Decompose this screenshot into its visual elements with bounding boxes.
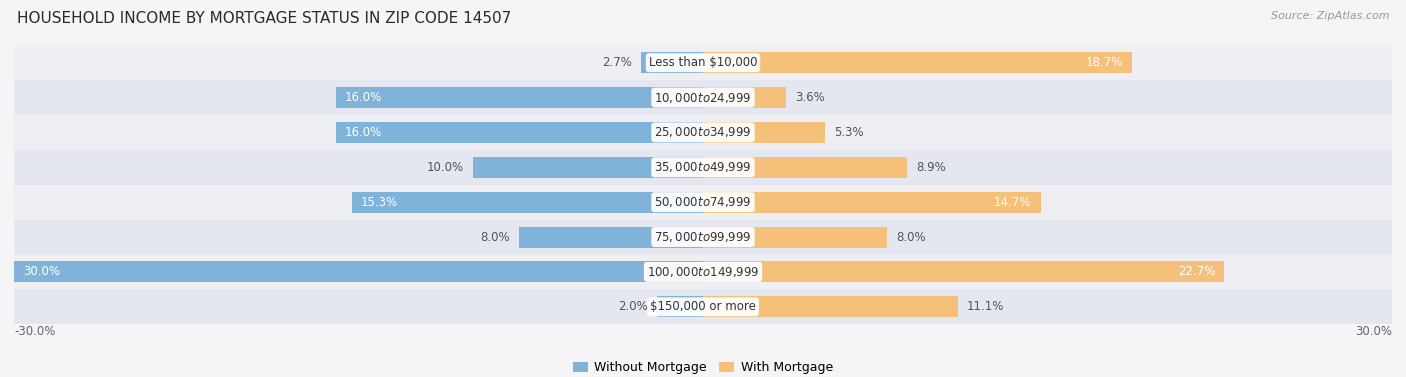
Text: HOUSEHOLD INCOME BY MORTGAGE STATUS IN ZIP CODE 14507: HOUSEHOLD INCOME BY MORTGAGE STATUS IN Z…: [17, 11, 512, 26]
Text: 10.0%: 10.0%: [427, 161, 464, 174]
Bar: [703, 52, 1132, 73]
Bar: [519, 227, 703, 248]
Bar: [14, 262, 703, 282]
Text: $75,000 to $99,999: $75,000 to $99,999: [654, 230, 752, 244]
Bar: [703, 122, 825, 143]
Text: $35,000 to $49,999: $35,000 to $49,999: [654, 160, 752, 174]
Text: 14.7%: 14.7%: [994, 196, 1032, 208]
Bar: [703, 157, 907, 178]
Text: 18.7%: 18.7%: [1085, 56, 1123, 69]
Text: $50,000 to $74,999: $50,000 to $74,999: [654, 195, 752, 209]
Text: 5.3%: 5.3%: [834, 126, 863, 139]
Bar: [14, 80, 1392, 115]
Text: Source: ZipAtlas.com: Source: ZipAtlas.com: [1271, 11, 1389, 21]
Text: 8.9%: 8.9%: [917, 161, 946, 174]
Text: 30.0%: 30.0%: [1355, 325, 1392, 339]
Bar: [336, 122, 703, 143]
Bar: [336, 87, 703, 108]
Text: $150,000 or more: $150,000 or more: [650, 300, 756, 313]
Text: -30.0%: -30.0%: [14, 325, 55, 339]
Bar: [641, 52, 703, 73]
Bar: [14, 254, 1392, 290]
Text: Less than $10,000: Less than $10,000: [648, 56, 758, 69]
Text: $100,000 to $149,999: $100,000 to $149,999: [647, 265, 759, 279]
Bar: [657, 296, 703, 317]
Text: $10,000 to $24,999: $10,000 to $24,999: [654, 90, 752, 104]
Text: 11.1%: 11.1%: [967, 300, 1004, 313]
Text: 16.0%: 16.0%: [344, 126, 382, 139]
Bar: [14, 115, 1392, 150]
Bar: [703, 262, 1225, 282]
Bar: [14, 150, 1392, 185]
Bar: [703, 192, 1040, 213]
Bar: [703, 87, 786, 108]
Bar: [703, 227, 887, 248]
Bar: [14, 185, 1392, 219]
Text: 22.7%: 22.7%: [1178, 265, 1215, 278]
Text: 8.0%: 8.0%: [896, 231, 925, 244]
Text: 15.3%: 15.3%: [361, 196, 398, 208]
Bar: [703, 296, 957, 317]
Bar: [352, 192, 703, 213]
Text: 30.0%: 30.0%: [24, 265, 60, 278]
Bar: [14, 290, 1392, 324]
Text: 8.0%: 8.0%: [481, 231, 510, 244]
Text: 2.7%: 2.7%: [602, 56, 631, 69]
Bar: [474, 157, 703, 178]
Text: 3.6%: 3.6%: [794, 91, 824, 104]
Bar: [14, 219, 1392, 254]
Text: 16.0%: 16.0%: [344, 91, 382, 104]
Text: $25,000 to $34,999: $25,000 to $34,999: [654, 126, 752, 139]
Bar: [14, 45, 1392, 80]
Legend: Without Mortgage, With Mortgage: Without Mortgage, With Mortgage: [568, 356, 838, 377]
Text: 2.0%: 2.0%: [619, 300, 648, 313]
